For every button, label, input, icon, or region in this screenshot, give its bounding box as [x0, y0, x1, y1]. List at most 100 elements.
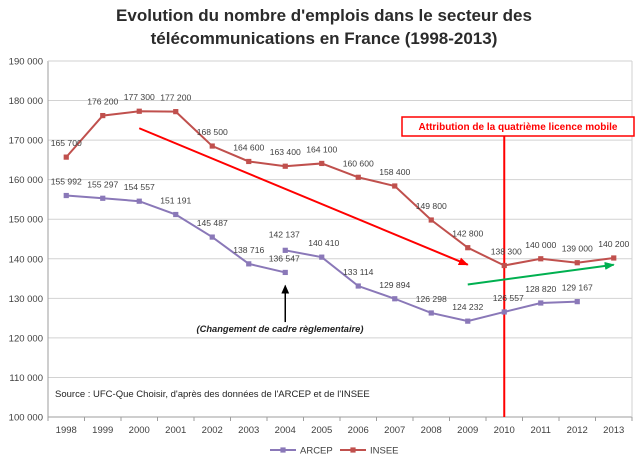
x-tick-label: 2004: [275, 425, 296, 436]
data-point-arcep: [428, 310, 434, 316]
y-tick-label: 150 000: [9, 215, 43, 226]
data-label-arcep: 126 298: [416, 294, 447, 304]
y-tick-label: 170 000: [9, 136, 43, 147]
data-label-arcep: 155 992: [51, 177, 82, 187]
y-tick-label: 160 000: [9, 175, 43, 186]
data-point-insee: [282, 163, 288, 169]
y-tick-label: 190 000: [9, 57, 43, 68]
data-label-arcep: 142 137: [269, 229, 300, 239]
legend-marker-arcep: [280, 447, 286, 453]
data-label-insee: 139 000: [562, 244, 593, 254]
framework-annotation: (Changement de cadre règlementaire): [197, 324, 364, 334]
data-label-insee: 158 400: [379, 167, 410, 177]
data-label-arcep: 126 557: [493, 293, 524, 303]
x-tick-label: 2009: [457, 425, 478, 436]
x-tick-label: 2006: [348, 425, 369, 436]
data-label-insee: 177 300: [124, 92, 155, 102]
license-annotation-text: Attribution de la quatrième licence mobi…: [419, 122, 618, 133]
data-point-insee: [611, 255, 617, 261]
x-tick-label: 2012: [567, 425, 588, 436]
y-tick-label: 100 000: [9, 413, 43, 424]
data-point-arcep: [501, 309, 507, 315]
data-label-insee: 163 400: [270, 147, 301, 157]
data-label-insee: 168 500: [197, 127, 228, 137]
y-tick-label: 120 000: [9, 333, 43, 344]
data-label-arcep: 133 114: [343, 267, 374, 277]
data-label-arcep: 151 191: [160, 196, 191, 206]
x-tick-label: 2002: [202, 425, 223, 436]
data-point-insee: [100, 112, 106, 119]
data-label-arcep: 140 410: [308, 238, 339, 248]
data-point-arcep: [136, 198, 142, 204]
data-label-insee: 164 100: [306, 144, 337, 154]
legend-label-insee: INSEE: [370, 446, 399, 457]
data-point-insee: [319, 160, 325, 167]
data-point-arcep: [173, 211, 179, 218]
legend-label-arcep: ARCEP: [300, 446, 333, 457]
data-label-arcep: 129 167: [562, 283, 593, 293]
trend-arrow-green: [467, 261, 615, 286]
data-point-insee: [538, 256, 544, 262]
data-point-insee: [136, 108, 142, 114]
data-label-insee: 138 300: [491, 247, 522, 257]
x-tick-label: 2001: [165, 425, 186, 436]
data-point-insee: [501, 262, 507, 269]
data-point-arcep: [282, 269, 288, 276]
data-label-arcep: 129 894: [379, 280, 410, 290]
license-annotation-box: [401, 116, 635, 137]
data-label-arcep: 154 557: [124, 182, 155, 192]
data-label-arcep: 155 297: [87, 179, 118, 189]
data-label-arcep: 136 547: [269, 253, 300, 263]
data-point-arcep: [574, 299, 580, 305]
data-point-insee: [63, 154, 69, 160]
y-tick-label: 110 000: [9, 373, 43, 384]
data-label-arcep: 145 487: [197, 218, 228, 228]
data-point-insee: [246, 158, 252, 165]
series-line-arcep: [66, 194, 286, 274]
data-label-insee: 177 200: [160, 93, 191, 103]
data-label-insee: 165 700: [51, 138, 82, 148]
data-label-insee: 176 200: [87, 97, 118, 107]
y-tick-label: 140 000: [9, 254, 43, 265]
trend-arrow-red: [138, 127, 469, 266]
legend-marker-insee: [350, 447, 356, 453]
data-label-insee: 142 800: [452, 229, 483, 239]
source-note: Source : UFC-Que Choisir, d'après des do…: [55, 389, 370, 400]
data-point-arcep: [355, 283, 361, 289]
data-point-arcep: [63, 192, 69, 199]
data-point-arcep: [209, 234, 215, 240]
data-point-arcep: [465, 318, 471, 324]
y-tick-label: 130 000: [9, 294, 43, 305]
x-tick-label: 2008: [421, 425, 442, 436]
data-point-arcep: [282, 247, 288, 253]
data-label-insee: 149 800: [416, 201, 447, 211]
x-tick-label: 2005: [311, 425, 332, 436]
data-point-insee: [209, 143, 215, 149]
chart-title-line-2: télécommunications en France (1998-2013): [151, 29, 498, 48]
data-point-arcep: [392, 296, 398, 302]
data-point-arcep: [319, 254, 325, 260]
y-tick-label: 180 000: [9, 96, 43, 107]
data-point-arcep: [100, 195, 106, 201]
data-point-insee: [355, 174, 361, 180]
data-label-insee: 160 600: [343, 158, 374, 168]
x-tick-label: 2003: [238, 425, 259, 436]
x-tick-label: 2011: [531, 425, 551, 436]
data-point-insee: [428, 217, 434, 223]
data-point-insee: [465, 245, 471, 251]
x-tick-label: 2010: [494, 425, 515, 436]
x-tick-label: 2007: [384, 425, 405, 436]
data-label-arcep: 124 232: [452, 302, 483, 312]
data-point-arcep: [538, 300, 544, 306]
x-tick-label: 1999: [92, 425, 113, 436]
x-tick-label: 2000: [129, 425, 150, 436]
data-point-insee: [574, 260, 580, 266]
data-label-insee: 140 200: [598, 239, 629, 249]
x-tick-label: 2013: [603, 425, 624, 436]
data-point-arcep: [246, 261, 252, 267]
data-label-arcep: 128 820: [525, 284, 556, 294]
data-label-insee: 140 000: [525, 240, 556, 250]
data-label-arcep: 138 716: [233, 245, 264, 255]
data-point-insee: [392, 183, 398, 189]
